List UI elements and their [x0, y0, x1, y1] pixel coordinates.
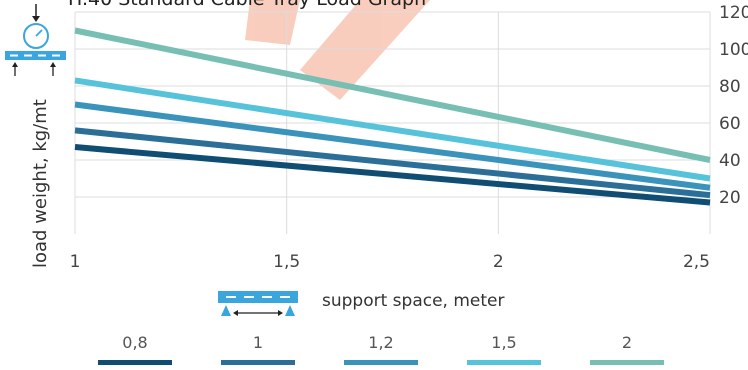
legend-label: 0,8 — [122, 333, 147, 352]
legend-label: 1,2 — [368, 333, 393, 352]
load-gauge-icon — [5, 4, 66, 76]
y-tick-label: 100 — [719, 40, 748, 60]
legend-swatch — [98, 360, 172, 365]
series-line-1-2 — [74, 101, 711, 191]
legend-label: 2 — [622, 333, 632, 352]
grid — [74, 11, 711, 234]
y-tick-label: 60 — [719, 114, 741, 134]
y-tick-labels: 20 40 60 80 100 120 — [719, 3, 748, 208]
support-span-icon — [218, 291, 298, 316]
x-tick-label: 1,5 — [273, 252, 300, 272]
y-tick-label: 120 — [719, 3, 748, 23]
y-axis-label: load weight, kg/mt — [30, 99, 51, 268]
series-group — [74, 27, 711, 206]
legend-swatch — [221, 360, 295, 365]
legend-swatch — [467, 360, 541, 365]
legend-swatch — [590, 360, 664, 365]
x-tick-label: 1 — [70, 252, 81, 272]
y-tick-label: 20 — [719, 188, 741, 208]
x-tick-label: 2 — [493, 252, 504, 272]
x-tick-label: 2,5 — [683, 252, 710, 272]
legend: 0,8 1 1,2 1,5 2 — [98, 333, 664, 365]
x-axis-label: support space, meter — [322, 291, 504, 311]
series-line-2 — [74, 27, 711, 163]
legend-swatch — [344, 360, 418, 365]
y-tick-label: 40 — [719, 151, 741, 171]
series-line-0-8 — [74, 144, 711, 206]
legend-label: 1 — [253, 333, 263, 352]
series-line-1 — [74, 127, 711, 199]
legend-label: 1,5 — [491, 333, 516, 352]
y-tick-label: 80 — [719, 77, 741, 97]
chart-title: H.40 Standard Cable Tray Load Graph — [68, 0, 426, 10]
x-tick-labels: 1 1,5 2 2,5 — [70, 252, 710, 272]
series-line-1-5 — [74, 77, 711, 182]
